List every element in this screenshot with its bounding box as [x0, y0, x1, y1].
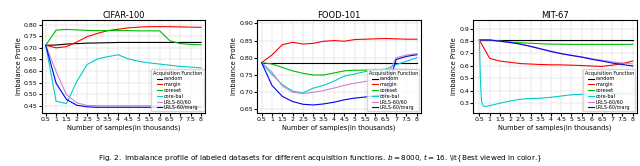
Legend: random, margin, coreset, core-bal, LRLS-60/60, LRLS-60/marg: random, margin, coreset, core-bal, LRLS-… — [367, 69, 419, 111]
Legend: random, margin, coreset, core-bal, LRLS-60/60, LRLS-60/marg: random, margin, coreset, core-bal, LRLS-… — [583, 69, 636, 111]
Y-axis label: Imbalance Profile: Imbalance Profile — [232, 38, 237, 95]
Title: CIFAR-100: CIFAR-100 — [102, 11, 145, 20]
X-axis label: Number of samples(in thousands): Number of samples(in thousands) — [67, 124, 180, 131]
Text: Fig. 2.  Imbalance profile of labeled datasets for different acquisition functio: Fig. 2. Imbalance profile of labeled dat… — [98, 153, 542, 164]
Title: MIT-67: MIT-67 — [541, 11, 569, 20]
X-axis label: Number of samples(in thousands): Number of samples(in thousands) — [282, 124, 396, 131]
X-axis label: Number of samples(in thousands): Number of samples(in thousands) — [499, 124, 612, 131]
Legend: random, margin, coreset, core-bal, LRLS-60/60, LRLS-60/marg: random, margin, coreset, core-bal, LRLS-… — [152, 69, 204, 111]
Title: FOOD-101: FOOD-101 — [317, 11, 361, 20]
Y-axis label: Imbalance Profile: Imbalance Profile — [15, 38, 22, 95]
Y-axis label: Imbalance Profile: Imbalance Profile — [451, 38, 457, 95]
